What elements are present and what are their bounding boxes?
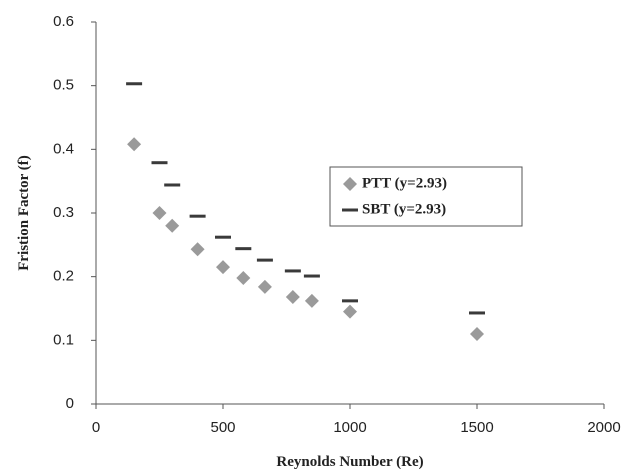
dash-marker bbox=[189, 214, 206, 218]
y-tick-label: 0.5 bbox=[53, 77, 74, 94]
y-tick-label: 0.1 bbox=[53, 331, 74, 348]
dash-marker bbox=[469, 311, 485, 315]
y-tick-label: 0.6 bbox=[53, 13, 74, 30]
dash-marker bbox=[164, 183, 181, 187]
diamond-marker bbox=[343, 177, 357, 191]
y-tick-label: 0.2 bbox=[53, 268, 74, 285]
diamond-marker bbox=[285, 290, 300, 305]
diamond-marker bbox=[304, 293, 319, 308]
diamond-marker bbox=[190, 242, 205, 257]
legend-label: PTT (y=2.93) bbox=[362, 175, 447, 191]
y-tick-label: 0.4 bbox=[53, 140, 74, 157]
y-axis-title: Fristion Factor (f) bbox=[16, 155, 32, 271]
dash-marker bbox=[284, 269, 301, 273]
x-axis-title: Reynolds Number (Re) bbox=[276, 454, 423, 470]
diamond-marker bbox=[343, 304, 357, 319]
dash-marker bbox=[126, 82, 143, 86]
diamond-marker bbox=[165, 218, 180, 233]
dash-marker bbox=[215, 235, 231, 239]
dash-marker bbox=[235, 247, 252, 251]
dash-marker bbox=[256, 258, 273, 262]
x-tick-label: 1500 bbox=[460, 419, 493, 436]
diamond-marker bbox=[257, 279, 272, 294]
dash-marker bbox=[342, 299, 358, 303]
y-tick-label: 0.3 bbox=[53, 204, 74, 221]
x-tick-label: 0 bbox=[92, 419, 100, 436]
diamond-marker bbox=[470, 326, 484, 341]
x-tick-label: 1000 bbox=[333, 419, 366, 436]
dash-marker bbox=[342, 208, 358, 212]
diamond-marker bbox=[127, 137, 142, 152]
x-tick-label: 2000 bbox=[587, 419, 620, 436]
dash-marker bbox=[151, 161, 168, 165]
x-tick-label: 500 bbox=[210, 419, 235, 436]
diamond-marker bbox=[216, 260, 230, 275]
diamond-marker bbox=[152, 206, 167, 220]
diamond-marker bbox=[236, 270, 251, 285]
legend-box bbox=[329, 166, 523, 227]
y-tick-label: 0 bbox=[66, 395, 74, 412]
dash-marker bbox=[303, 274, 320, 278]
legend-label: SBT (y=2.93) bbox=[362, 201, 446, 217]
